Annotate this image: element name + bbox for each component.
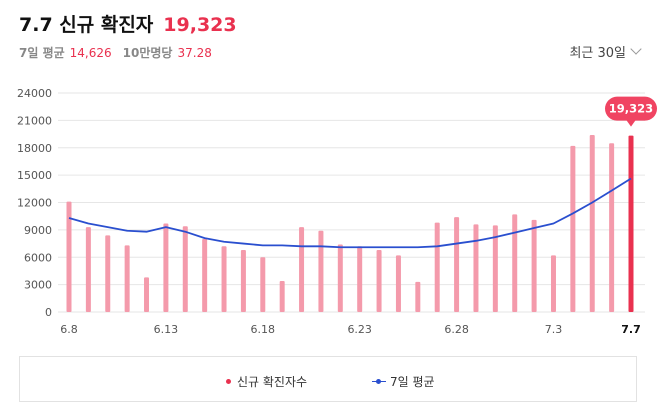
bar <box>492 225 498 312</box>
y-tick-label: 24000 <box>17 87 52 100</box>
x-tick-label: 6.8 <box>60 323 78 336</box>
y-tick-label: 6000 <box>24 251 52 264</box>
bar <box>260 257 266 312</box>
per100k-label: 10만명당 <box>122 46 173 60</box>
range-dropdown-label: 최근 30일 <box>569 46 626 61</box>
bar <box>337 244 343 312</box>
bar <box>550 255 556 312</box>
bar <box>163 223 169 312</box>
legend-line-icon <box>372 379 386 383</box>
avg-line <box>68 177 632 249</box>
bar <box>221 246 227 312</box>
callout-bubble <box>605 96 657 121</box>
bar <box>279 280 285 312</box>
bar <box>66 201 72 312</box>
bar <box>454 217 460 312</box>
bar <box>144 277 150 312</box>
x-tick-label: 7.3 <box>545 323 563 336</box>
legend-item-new-cases[interactable]: 신규 확진자수 <box>226 373 307 390</box>
y-tick-label: 0 <box>45 306 52 319</box>
bar <box>85 227 91 312</box>
x-tick-label: 7.7 <box>621 323 641 336</box>
range-dropdown[interactable]: 최근 30일 <box>569 42 642 61</box>
legend-label-new-cases: 신규 확진자수 <box>237 375 308 389</box>
per100k-value: 37.28 <box>177 46 212 60</box>
bar <box>570 145 576 312</box>
bar <box>376 249 382 312</box>
x-tick-label: 6.18 <box>251 323 276 336</box>
summary-row: 7일 평균 14,626 10만명당 37.28 <box>19 44 223 61</box>
bar <box>318 230 324 312</box>
bar <box>609 143 615 312</box>
bar <box>299 227 305 312</box>
bar <box>589 134 595 312</box>
bar <box>512 214 518 312</box>
new-cases-value: 19,323 <box>163 14 237 36</box>
bar <box>124 245 130 312</box>
legend-label-7day-avg: 7일 평균 <box>390 375 435 389</box>
bar <box>202 239 208 312</box>
bar <box>434 222 440 312</box>
x-tick-label: 6.28 <box>444 323 469 336</box>
y-tick-label: 21000 <box>17 114 52 127</box>
bar <box>473 224 479 312</box>
chart-legend: 신규 확진자수 7일 평균 <box>19 356 637 402</box>
bar <box>105 235 111 312</box>
avg-value: 14,626 <box>69 46 112 60</box>
bar <box>415 281 421 312</box>
bar <box>240 249 246 312</box>
y-tick-label: 12000 <box>17 197 52 210</box>
legend-item-7day-avg[interactable]: 7일 평균 <box>372 373 435 390</box>
x-tick-label: 6.13 <box>154 323 179 336</box>
bar <box>531 219 537 312</box>
legend-dot-icon <box>226 379 231 384</box>
bar <box>395 255 401 312</box>
bar <box>628 135 634 312</box>
page-title: 7.7 신규 확진자 <box>19 14 154 36</box>
bar <box>182 226 188 312</box>
y-tick-label: 9000 <box>24 224 52 237</box>
header-title-row: 7.7 신규 확진자 19,323 <box>19 10 237 37</box>
avg-label: 7일 평균 <box>19 46 65 60</box>
y-tick-label: 15000 <box>17 169 52 182</box>
y-tick-label: 18000 <box>17 142 52 155</box>
callout-label: 19,323 <box>609 102 653 116</box>
callout-pointer <box>626 119 636 127</box>
cases-chart: 0 3000 6000 9000 12000 15000 18000 21000 24000 6.… <box>17 87 657 336</box>
bar <box>357 246 363 312</box>
x-tick-label: 6.23 <box>347 323 372 336</box>
y-tick-label: 3000 <box>24 279 52 292</box>
